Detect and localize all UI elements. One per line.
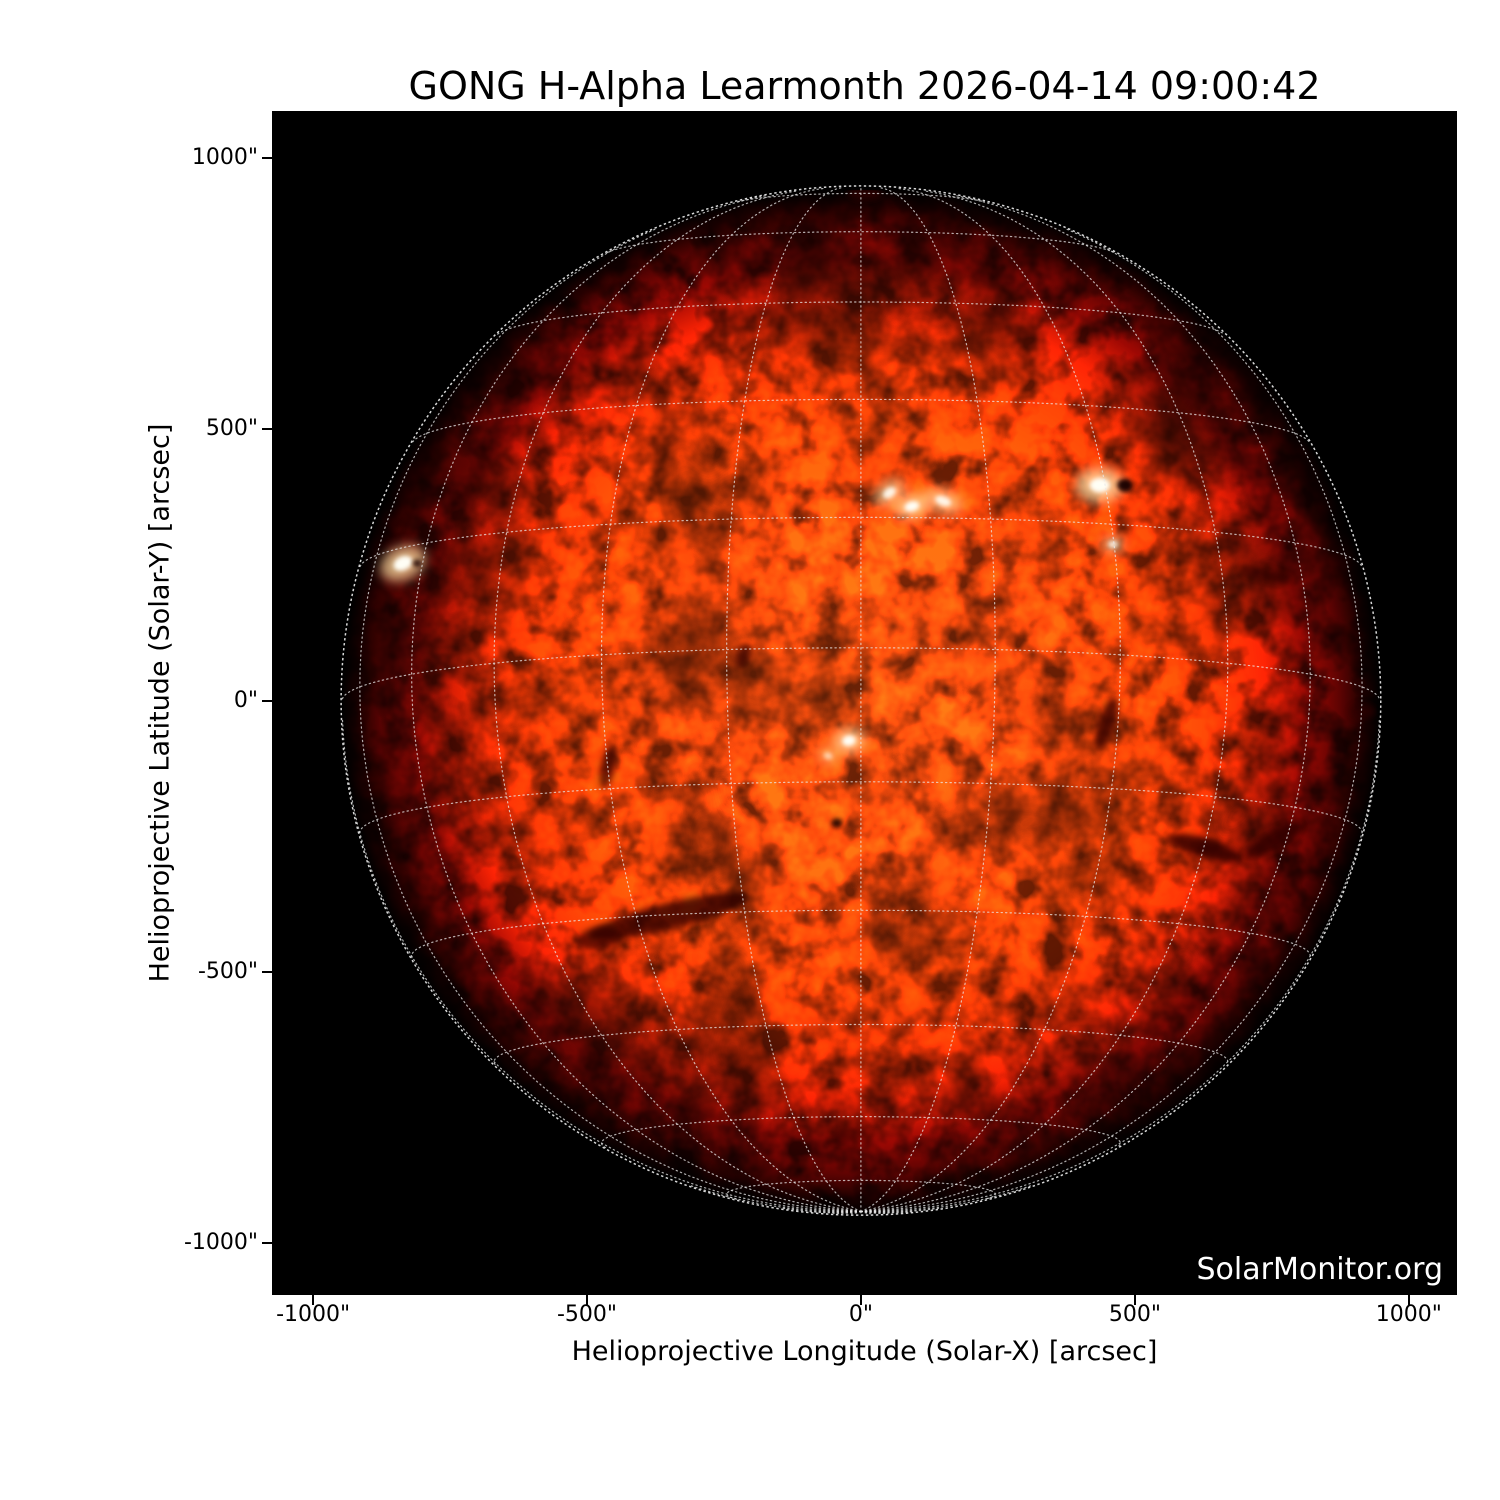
- grid-longitude-line: [688, 1184, 862, 1213]
- filament: [831, 1125, 869, 1144]
- plage-core: [935, 495, 952, 507]
- x-tick-mark: [859, 1295, 862, 1305]
- solar-limb-circle: [340, 185, 1382, 1216]
- x-axis-label: Helioprojective Longitude (Solar-X) [arc…: [571, 1336, 1158, 1367]
- grid-longitude-line: [341, 717, 862, 1213]
- plot-area: SolarMonitor.org: [272, 111, 1457, 1295]
- filament: [1168, 833, 1242, 863]
- sunspot: [831, 818, 843, 828]
- plage-core: [882, 487, 896, 499]
- grid-latitude-line: [606, 231, 1116, 254]
- grid-longitude-line: [600, 187, 862, 1213]
- heliographic-grid: [340, 185, 1382, 1216]
- y-tick-label: -1000": [183, 1229, 258, 1255]
- x-tick-label: -1000": [276, 1302, 351, 1327]
- y-tick-label: 1000": [191, 145, 258, 171]
- grid-longitude-line: [860, 1207, 940, 1213]
- y-tick-mark: [262, 428, 272, 431]
- grid-longitude-line: [860, 717, 1380, 1213]
- grid-longitude-line: [860, 190, 1229, 1213]
- grid-longitude-line: [860, 227, 1363, 1213]
- sun-image-host: [272, 111, 1457, 1295]
- grid-longitude-line: [860, 1210, 913, 1214]
- filament: [1240, 567, 1292, 583]
- filament: [577, 926, 621, 950]
- grid-longitude-line: [493, 190, 862, 1213]
- grid-longitude-line: [359, 227, 862, 1213]
- grid-longitude-line: [410, 194, 862, 1213]
- y-tick-mark: [262, 1241, 272, 1244]
- x-tick-label: 1000": [1375, 1302, 1442, 1327]
- plage-core: [1089, 477, 1110, 493]
- grid-longitude-line: [726, 186, 862, 1213]
- solar-disk: [342, 186, 1380, 1215]
- plage-core: [1108, 540, 1118, 549]
- grid-longitude-line: [782, 1207, 862, 1213]
- sunspot: [412, 559, 422, 568]
- y-tick-mark: [262, 157, 272, 160]
- grid-longitude-line: [860, 186, 996, 1213]
- filament: [1350, 703, 1376, 720]
- grid-longitude-line: [860, 1210, 871, 1215]
- grid-longitude-line: [860, 1210, 889, 1214]
- grid-latitude-line: [410, 909, 1311, 959]
- grid-latitude-line: [412, 398, 1310, 443]
- x-tick-label: 0": [848, 1302, 873, 1327]
- x-tick-mark: [312, 1295, 315, 1305]
- plage-core: [393, 555, 413, 571]
- x-tick-mark: [1407, 1295, 1410, 1305]
- grid-longitude-line: [860, 194, 1311, 1213]
- filament: [735, 643, 751, 668]
- grid-latitude-line: [341, 647, 1380, 700]
- watermark: SolarMonitor.org: [1196, 1252, 1443, 1287]
- sun-image: [272, 111, 1457, 1295]
- x-tick-mark: [1133, 1295, 1136, 1305]
- y-tick-label: 500": [205, 416, 258, 442]
- grid-longitude-line: [860, 187, 1121, 1213]
- plage-core: [823, 752, 833, 760]
- grid-latitude-line: [359, 516, 1363, 568]
- grid-latitude-line: [493, 1023, 1229, 1065]
- y-tick-label: 0": [233, 687, 258, 713]
- plage-core: [904, 501, 920, 512]
- filament: [1094, 697, 1118, 750]
- x-tick-label: -500": [556, 1302, 618, 1327]
- solar-features: [380, 189, 1376, 1144]
- filament: [588, 892, 748, 940]
- y-tick-mark: [262, 970, 272, 973]
- x-tick-label: 500": [1108, 1302, 1161, 1327]
- filament: [1244, 822, 1302, 859]
- x-tick-mark: [586, 1295, 588, 1305]
- y-tick-mark: [262, 699, 272, 702]
- y-tick-label: -500": [197, 958, 258, 984]
- grid-longitude-line: [860, 1184, 1033, 1213]
- plot-title: GONG H-Alpha Learmonth 2026-04-14 09:00:…: [408, 64, 1321, 108]
- sunspot: [1117, 478, 1133, 492]
- plage-core: [842, 735, 856, 746]
